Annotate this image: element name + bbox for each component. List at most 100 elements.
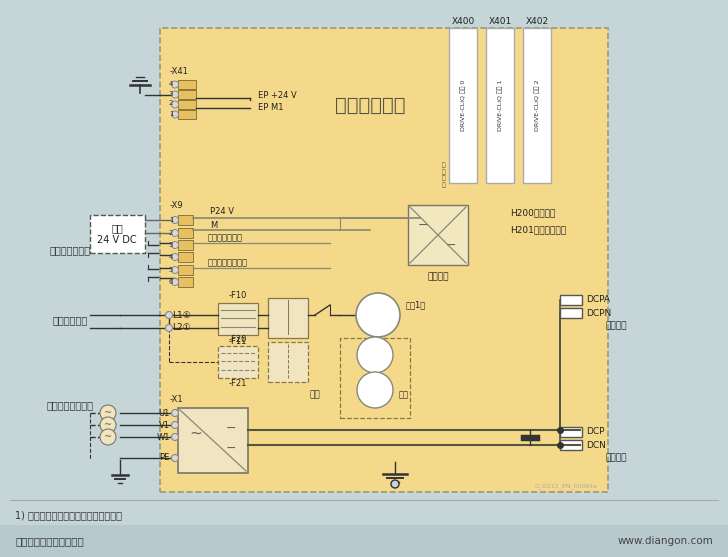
Text: L2①: L2① (172, 324, 191, 333)
Text: −: − (226, 422, 237, 434)
Text: ~: ~ (189, 426, 202, 441)
Text: 4: 4 (169, 254, 173, 260)
Bar (449, 225, 460, 236)
Bar (218, 303, 258, 335)
Circle shape (100, 417, 116, 433)
Text: DCN: DCN (586, 441, 606, 449)
Text: 1: 1 (169, 111, 173, 117)
Text: L1①: L1① (172, 310, 191, 320)
Bar (408, 205, 468, 265)
Text: -F11: -F11 (229, 336, 248, 345)
Circle shape (172, 101, 178, 108)
Circle shape (357, 337, 393, 373)
Circle shape (172, 409, 178, 417)
Text: H201（直流回路）: H201（直流回路） (510, 226, 566, 234)
Text: 3: 3 (169, 91, 173, 97)
Text: −: − (418, 218, 428, 232)
Text: EP M1: EP M1 (258, 104, 283, 113)
Text: 5: 5 (169, 267, 173, 273)
Circle shape (357, 372, 393, 408)
Bar (560, 427, 582, 437)
Circle shape (172, 422, 178, 428)
Text: PE: PE (159, 453, 170, 462)
Bar (178, 100, 196, 109)
Text: EP +24 V: EP +24 V (258, 91, 297, 100)
Text: 预充电接触器闭合: 预充电接触器闭合 (208, 258, 248, 267)
Text: DCPA: DCPA (586, 296, 610, 305)
Text: 2: 2 (169, 230, 173, 236)
Text: ~: ~ (104, 420, 112, 430)
Circle shape (391, 480, 399, 488)
Text: DRIVE-CLiQ 插口 1: DRIVE-CLiQ 插口 1 (497, 79, 503, 131)
Text: 连接示例：有源整流装置: 连接示例：有源整流装置 (15, 536, 84, 546)
Text: 2: 2 (169, 100, 173, 106)
Text: -X1: -X1 (170, 395, 183, 404)
Bar (178, 80, 196, 89)
Bar (449, 28, 477, 183)
Circle shape (172, 91, 178, 98)
Bar (178, 277, 193, 287)
Circle shape (100, 429, 116, 445)
Text: 1) 风扇的数目和端子取决于机座规格。: 1) 风扇的数目和端子取决于机座规格。 (15, 510, 122, 520)
Text: -F21: -F21 (229, 379, 248, 388)
Text: 外部
24 V DC: 外部 24 V DC (97, 223, 137, 245)
Text: 风扇1）: 风扇1） (406, 300, 427, 310)
Circle shape (172, 81, 178, 88)
Text: 旁路接触器闭合: 旁路接触器闭合 (208, 233, 243, 242)
Bar (268, 342, 308, 382)
Circle shape (172, 455, 178, 462)
Text: 风扇: 风扇 (399, 390, 409, 399)
Bar (178, 240, 193, 250)
Text: 光
纤
一
来: 光 纤 一 来 (442, 163, 446, 188)
Bar (178, 265, 193, 275)
Text: -F10: -F10 (229, 291, 248, 300)
Text: 1: 1 (169, 217, 173, 223)
Text: -X9: -X9 (170, 201, 183, 209)
Bar (178, 228, 193, 238)
Bar (90, 215, 145, 253)
Text: 来自有源滤波装置: 来自有源滤波装置 (47, 400, 93, 410)
Bar (340, 338, 410, 418)
Circle shape (356, 293, 400, 337)
Circle shape (100, 405, 116, 421)
Text: −: − (446, 238, 456, 252)
Bar (486, 28, 514, 183)
Text: www.diangon.com: www.diangon.com (617, 536, 713, 546)
Text: ~: ~ (104, 432, 112, 442)
Text: M: M (210, 221, 217, 229)
Bar (178, 215, 193, 225)
Bar (0, 525, 728, 557)
Text: 风扇电源端子: 风扇电源端子 (52, 315, 87, 325)
Text: 内部: 内部 (309, 390, 320, 399)
Text: X400: X400 (451, 17, 475, 27)
Bar (560, 440, 582, 450)
Circle shape (172, 266, 178, 273)
Text: P24 V: P24 V (210, 208, 234, 217)
Text: 有源整流装置: 有源整流装置 (335, 95, 405, 115)
Circle shape (172, 433, 178, 441)
Bar (560, 295, 582, 305)
Text: 3: 3 (169, 242, 173, 248)
Text: DRIVE-CLiQ 插口 2: DRIVE-CLiQ 插口 2 (534, 79, 539, 131)
Text: -F20: -F20 (229, 335, 248, 344)
Bar (449, 208, 460, 219)
Text: X401: X401 (488, 17, 512, 27)
Text: 6: 6 (169, 279, 173, 285)
Bar (268, 298, 308, 338)
Bar (178, 90, 196, 99)
Text: X402: X402 (526, 17, 549, 27)
Circle shape (165, 311, 173, 319)
Circle shape (172, 242, 178, 248)
Text: 至有源滤波装置: 至有源滤波装置 (50, 245, 90, 255)
Circle shape (172, 217, 178, 223)
Bar (178, 408, 248, 473)
Text: G_D212_EN_00084a: G_D212_EN_00084a (535, 483, 598, 489)
Bar (178, 252, 193, 262)
Bar (523, 28, 551, 183)
Text: −: − (226, 442, 237, 455)
Circle shape (172, 229, 178, 237)
Bar (560, 308, 582, 318)
Text: U1: U1 (159, 408, 170, 418)
Circle shape (165, 325, 173, 331)
Text: DCP: DCP (586, 428, 604, 437)
